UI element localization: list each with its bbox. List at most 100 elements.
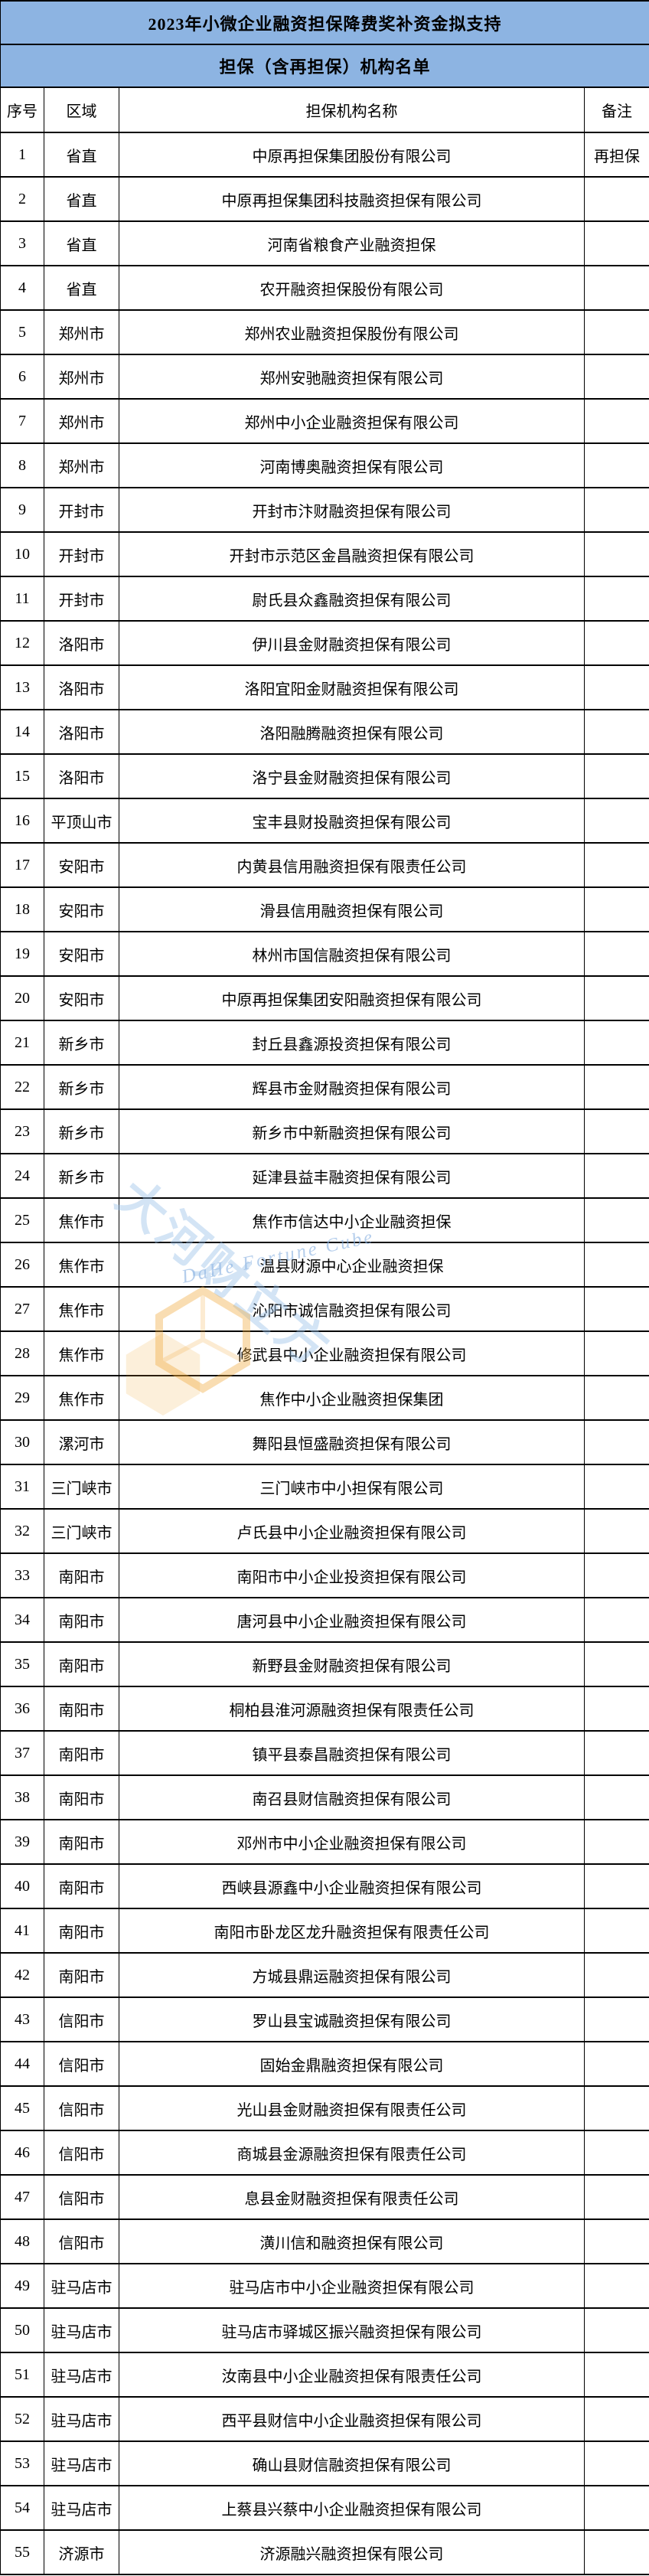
remark-cell [583,709,649,755]
remark-cell [583,487,649,533]
row-index-cell: 15 [0,753,44,799]
institution-name-cell: 郑州中小企业融资担保有限公司 [119,398,585,444]
region-cell: 省直 [44,220,119,266]
region-cell: 南阳市 [44,1686,119,1732]
row-index-cell: 45 [0,2085,44,2131]
region-cell: 信阳市 [44,2041,119,2087]
institution-name-cell: 卢氏县中小企业融资担保有限公司 [119,1508,585,1554]
institution-name-cell: 上蔡县兴蔡中小企业融资担保有限公司 [119,2485,585,2531]
row-index-cell: 52 [0,2396,44,2442]
remark-cell [583,2041,649,2087]
region-cell: 信阳市 [44,2085,119,2131]
table-row: 34 南阳市 唐河县中小企业融资担保有限公司 [0,1597,649,1643]
remark-cell [583,1375,649,1421]
region-cell: 信阳市 [44,2130,119,2176]
region-cell: 郑州市 [44,398,119,444]
table-row: 44 信阳市 固始金鼎融资担保有限公司 [0,2041,649,2087]
remark-cell [583,1774,649,1820]
table-row: 13 洛阳市 洛阳宜阳金财融资担保有限公司 [0,664,649,710]
remark-cell [583,931,649,977]
remark-cell [583,1952,649,1998]
institution-name-cell: 商城县金源融资担保有限责任公司 [119,2130,585,2176]
table-row: 36 南阳市 桐柏县淮河源融资担保有限责任公司 [0,1686,649,1732]
table-row: 28 焦作市 修武县中小企业融资担保有限公司 [0,1330,649,1376]
row-index-cell: 18 [0,886,44,932]
row-index-cell: 34 [0,1597,44,1643]
remark-cell [583,1197,649,1243]
table-row: 53 驻马店市 确山县财信融资担保有限公司 [0,2441,649,2486]
remark-cell [583,354,649,400]
institution-name-cell: 开封市示范区金昌融资担保有限公司 [119,531,585,577]
institution-name-cell: 镇平县泰昌融资担保有限公司 [119,1730,585,1776]
row-index-cell: 11 [0,576,44,622]
region-cell: 三门峡市 [44,1464,119,1510]
page-title: 2023年小微企业融资担保降费奖补资金拟支持 [0,0,649,45]
remark-cell [583,1286,649,1332]
remark-cell [583,2085,649,2131]
table-row: 23 新乡市 新乡市中新融资担保有限公司 [0,1108,649,1154]
remark-cell [583,2174,649,2220]
region-cell: 驻马店市 [44,2307,119,2353]
region-cell: 济源市 [44,2529,119,2575]
row-index-cell: 37 [0,1730,44,1776]
table-row: 18 安阳市 滑县信用融资担保有限公司 [0,886,649,932]
institution-name-cell: 西峡县源鑫中小企业融资担保有限公司 [119,1863,585,1909]
row-index-cell: 28 [0,1330,44,1376]
region-cell: 开封市 [44,487,119,533]
institution-name-cell: 方城县鼎运融资担保有限公司 [119,1952,585,1998]
institution-name-cell: 尉氏县众鑫融资担保有限公司 [119,576,585,622]
region-cell: 洛阳市 [44,753,119,799]
remark-cell [583,798,649,844]
remark-cell [583,1464,649,1510]
table-row: 9 开封市 开封市汴财融资担保有限公司 [0,487,649,533]
table-row: 51 驻马店市 汝南县中小企业融资担保有限责任公司 [0,2352,649,2398]
region-cell: 南阳市 [44,1641,119,1687]
region-cell: 南阳市 [44,1597,119,1643]
row-index-cell: 6 [0,354,44,400]
table-row: 2 省直 中原再担保集团科技融资担保有限公司 [0,176,649,222]
remark-cell [583,1330,649,1376]
remark-cell [583,2441,649,2486]
remark-cell [583,2485,649,2531]
row-index-cell: 7 [0,398,44,444]
remark-cell [583,886,649,932]
institution-name-cell: 内黄县信用融资担保有限责任公司 [119,842,585,888]
region-cell: 焦作市 [44,1242,119,1288]
table-row: 26 焦作市 温县财源中心企业融资担保 [0,1242,649,1288]
remark-cell [583,975,649,1021]
remark-cell [583,1863,649,1909]
remark-cell [583,1552,649,1598]
region-cell: 焦作市 [44,1330,119,1376]
region-cell: 安阳市 [44,975,119,1021]
remark-cell [583,531,649,577]
row-index-cell: 25 [0,1197,44,1243]
row-index-cell: 10 [0,531,44,577]
table-row: 19 安阳市 林州市国信融资担保有限公司 [0,931,649,977]
row-index-cell: 22 [0,1064,44,1110]
region-cell: 郑州市 [44,354,119,400]
region-cell: 南阳市 [44,1552,119,1598]
remark-cell [583,220,649,266]
row-index-cell: 24 [0,1153,44,1199]
institution-name-cell: 河南博奥融资担保有限公司 [119,442,585,488]
remark-cell [583,1108,649,1154]
row-index-cell: 43 [0,1996,44,2042]
row-index-cell: 31 [0,1464,44,1510]
region-cell: 开封市 [44,531,119,577]
region-cell: 驻马店市 [44,2441,119,2486]
institution-name-cell: 中原再担保集团安阳融资担保有限公司 [119,975,585,1021]
region-cell: 安阳市 [44,931,119,977]
title-row: 2023年小微企业融资担保降费奖补资金拟支持 [0,0,649,45]
institution-name-cell: 驻马店市中小企业融资担保有限公司 [119,2263,585,2309]
remark-cell [583,2396,649,2442]
institution-name-cell: 舞阳县恒盛融资担保有限公司 [119,1419,585,1465]
row-index-cell: 27 [0,1286,44,1332]
institution-name-cell: 潢川信和融资担保有限公司 [119,2218,585,2264]
column-header-name: 担保机构名称 [119,87,585,133]
table-row: 48 信阳市 潢川信和融资担保有限公司 [0,2218,649,2264]
table-row: 37 南阳市 镇平县泰昌融资担保有限公司 [0,1730,649,1776]
institution-name-cell: 沁阳市诚信融资担保有限公司 [119,1286,585,1332]
institution-name-cell: 河南省粮食产业融资担保 [119,220,585,266]
region-cell: 焦作市 [44,1375,119,1421]
